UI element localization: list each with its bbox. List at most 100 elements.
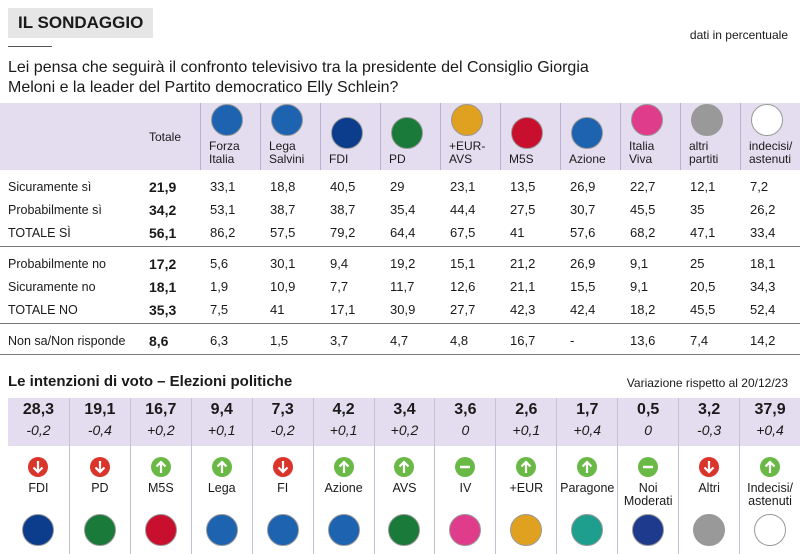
party-logo [510,514,543,546]
vote-change: -0,3 [697,422,722,438]
party-name: FDI [28,481,49,495]
party-logo [266,514,299,546]
party-column: 4,2 +0,1 Azione [312,398,374,554]
cell: 41 [510,225,525,240]
cell: 42,4 [570,302,596,317]
table-row: TOTALE NO 35,3 7,5 41 17,1 30,9 27,7 42,3 42,4 18… [0,298,800,321]
cell: 19,2 [390,256,416,271]
trend-icon [89,457,110,477]
table-row: Sicuramente sì 21,9 33,1 18,8 40,5 29 23,1 13,5… [0,175,800,198]
party-logo [449,514,482,546]
vote-value: 2,6 [515,401,538,418]
column-label: Lega Salvini [269,139,305,166]
cell: 9,1 [630,279,649,294]
cell: 9,1 [630,256,649,271]
header-cell: Forza Italia [200,103,260,170]
header-cell [0,103,135,170]
party-name: Indecisi/ astenuti [747,481,793,508]
table-row: Sicuramente no 18,1 1,9 10,9 7,7 11,7 12,6 21,1… [0,275,800,298]
trend-icon [28,457,49,477]
table-row: Probabilmente no 17,2 5,6 30,1 9,4 19,2 15,1 21… [0,252,800,275]
party-name: FI [277,481,289,495]
cell: 5,6 [210,256,229,271]
cell: 40,5 [330,179,356,194]
cell: 26,9 [570,256,596,271]
vote-value: 7,3 [271,401,294,418]
cell: 17,2 [149,255,177,272]
cell: 52,4 [750,302,776,317]
cell: 20,5 [690,279,716,294]
logo [511,117,543,149]
value-box: 37,9 +0,4 [740,398,800,446]
cell: 14,2 [750,333,776,348]
cell: 42,3 [510,302,536,317]
party-logo [205,514,238,546]
cell: 23,1 [450,179,476,194]
cell: 22,7 [630,179,656,194]
logo [451,104,483,136]
cell: 27,5 [510,202,536,217]
vote-value: 1,7 [576,401,599,418]
logo [571,117,603,149]
logo [271,104,303,136]
header-cell: Italia Viva [620,103,680,170]
party-name: IV [459,481,472,495]
value-box: 2,6 +0,1 [496,398,557,446]
cell: 11,7 [390,279,415,294]
title: IL SONDAGGIO [8,8,154,38]
value-box: 9,4 +0,1 [191,398,252,446]
party-column: 2,6 +0,1 +EUR [495,398,557,554]
value-box: 16,7 +0,2 [130,398,191,446]
trend-icon [333,457,354,477]
vote-change: -0,2 [270,422,295,438]
party-column: 16,7 +0,2 M5S [129,398,191,554]
party-logo [144,514,177,546]
party-name: Noi Moderati [623,481,673,508]
logo [691,104,723,136]
vote-value: 3,4 [393,401,416,418]
rule [8,46,52,47]
cell: 27,7 [450,302,476,317]
trend-icon [272,457,293,477]
cell: 25 [690,256,705,271]
vote-change: -0,4 [87,422,112,438]
header-cell: PD [380,103,440,170]
cell: 35,3 [149,301,177,318]
party-name: Altri [698,481,720,495]
cell: 7,4 [690,333,709,348]
note: dati in percentuale [689,28,788,42]
cell: 1,9 [210,279,229,294]
cell: 21,9 [149,178,177,195]
cell: 16,7 [510,333,536,348]
cell: 12,6 [450,279,476,294]
cell: 4,7 [390,333,409,348]
trend-icon [455,457,476,477]
row-group: Sicuramente sì 21,9 33,1 18,8 40,5 29 23,1 13,5… [0,170,800,247]
vote-value: 9,4 [210,401,233,418]
vote-value: 19,1 [84,401,116,418]
cell: 79,2 [330,225,356,240]
cell: 12,1 [690,179,716,194]
row-group: Probabilmente no 17,2 5,6 30,1 9,4 19,2 15,1 21… [0,247,800,324]
cell: 35,4 [390,202,416,217]
party-logo [327,514,360,546]
vote-change: +0,1 [329,422,358,438]
cell: 8,6 [149,332,169,349]
header-cell: indecisi/ astenuti [740,103,800,170]
table-row: TOTALE SÌ 56,1 86,2 57,5 79,2 64,4 67,5 41 57,6 6… [0,221,800,244]
vote-change: +0,2 [390,422,419,438]
party-name: Lega [207,481,236,495]
trend-icon [394,457,415,477]
cell: 18,8 [270,179,296,194]
vote-value: 0,5 [637,401,660,418]
value-box: 3,2 -0,3 [679,398,740,446]
cell: 21,1 [510,279,536,294]
row-group: Non sa/Non risponde 8,6 6,3 1,5 3,7 4,7 4,8 16,… [0,324,800,355]
party-column: 0,5 0 Noi Moderati [617,398,679,554]
header-cell: M5S [500,103,560,170]
party-column: 3,4 +0,2 AVS [373,398,435,554]
vote-grid: 28,3 -0,2 FDI 19,1 -0,4 PD 16,7 +0,2 M5S 9,4 +0,1 L… [8,398,800,554]
cell: 13,5 [510,179,536,194]
cell: - [570,333,575,348]
trend-icon [150,457,171,477]
